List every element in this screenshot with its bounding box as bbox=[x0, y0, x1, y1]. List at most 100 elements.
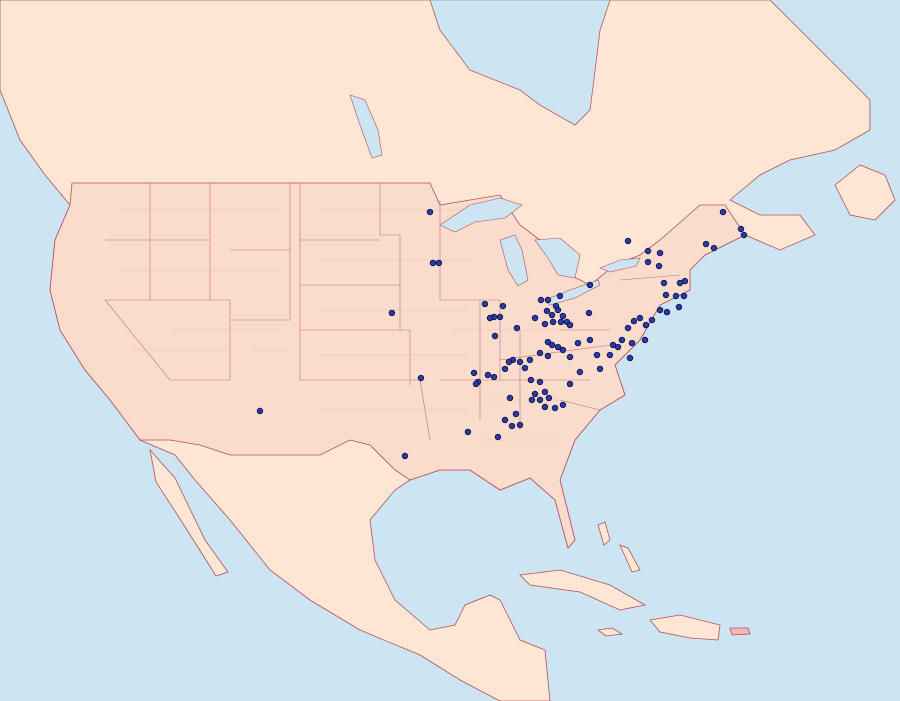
occurrence-dot bbox=[531, 390, 539, 398]
occurrence-dot bbox=[554, 343, 562, 351]
occurrence-dot bbox=[541, 403, 549, 411]
baja-california bbox=[149, 448, 229, 577]
occurrence-dot bbox=[648, 316, 656, 324]
occurrence-dot bbox=[545, 394, 553, 402]
occurrence-dot bbox=[618, 336, 626, 344]
occurrence-dot bbox=[513, 324, 521, 332]
occurrence-dot bbox=[486, 314, 494, 322]
occurrence-dot bbox=[506, 394, 514, 402]
occurrence-dot bbox=[499, 302, 507, 310]
occurrence-dot bbox=[586, 281, 594, 289]
occurrence-dot bbox=[596, 365, 604, 373]
occurrence-dot bbox=[549, 318, 557, 326]
occurrence-dot bbox=[472, 380, 480, 388]
occurrence-dot bbox=[681, 277, 689, 285]
occurrence-dot bbox=[256, 407, 264, 415]
occurrence-dot bbox=[496, 313, 504, 321]
occurrence-dot bbox=[526, 356, 534, 364]
occurrence-dot bbox=[672, 292, 680, 300]
lake-michigan bbox=[499, 234, 529, 287]
occurrence-dot bbox=[508, 422, 516, 430]
hudson-bay bbox=[429, 0, 611, 126]
occurrence-dot bbox=[576, 368, 584, 376]
occurrence-dot bbox=[417, 374, 425, 382]
occurrence-dot bbox=[566, 353, 574, 361]
occurrence-dot bbox=[544, 296, 552, 304]
occurrence-dot bbox=[541, 388, 549, 396]
occurrence-dot bbox=[737, 225, 745, 233]
occurrence-dot bbox=[490, 373, 498, 381]
occurrence-points bbox=[256, 208, 748, 460]
occurrence-dot bbox=[537, 296, 545, 304]
occurrence-dot bbox=[663, 308, 671, 316]
occurrence-dot bbox=[660, 279, 668, 287]
jamaica bbox=[596, 627, 624, 637]
occurrence-dot bbox=[557, 318, 565, 326]
occurrence-dot bbox=[505, 358, 513, 366]
occurrence-dot bbox=[593, 351, 601, 359]
occurrence-dot bbox=[426, 208, 434, 216]
occurrence-dot bbox=[626, 354, 634, 362]
occurrence-dot bbox=[521, 364, 529, 372]
occurrence-dot bbox=[656, 306, 664, 314]
bahamas bbox=[597, 521, 641, 573]
occurrence-dot bbox=[501, 416, 509, 424]
occurrence-dot bbox=[624, 237, 632, 245]
occurrence-dot bbox=[559, 312, 567, 320]
occurrence-dot bbox=[435, 259, 443, 267]
occurrence-dot bbox=[536, 396, 544, 404]
occurrence-dot bbox=[388, 309, 396, 317]
occurrence-dot bbox=[491, 332, 499, 340]
lake-superior bbox=[439, 197, 523, 233]
occurrence-dot bbox=[644, 258, 652, 266]
occurrence-dot bbox=[642, 321, 650, 329]
occurrence-dot bbox=[516, 358, 524, 366]
occurrence-dot bbox=[710, 244, 718, 252]
lake-ontario bbox=[599, 257, 641, 273]
occurrence-dot bbox=[574, 339, 582, 347]
lake-huron bbox=[534, 237, 581, 279]
occurrence-dot bbox=[512, 410, 520, 418]
newfoundland bbox=[834, 164, 896, 221]
lake-winnipeg bbox=[349, 94, 383, 159]
occurrence-dot bbox=[628, 339, 636, 347]
occurrence-dot bbox=[656, 249, 664, 257]
occurrence-dot bbox=[680, 292, 688, 300]
occurrence-dot bbox=[543, 307, 551, 315]
occurrence-dot bbox=[470, 369, 478, 377]
occurrence-dot bbox=[551, 404, 559, 412]
occurrence-dot bbox=[559, 401, 567, 409]
occurrence-dot bbox=[630, 317, 638, 325]
occurrence-dot bbox=[536, 378, 544, 386]
occurrence-dot bbox=[641, 336, 649, 344]
occurrence-dot bbox=[719, 208, 727, 216]
occurrence-dot bbox=[548, 341, 556, 349]
occurrence-dot bbox=[501, 365, 509, 373]
occurrence-dot bbox=[662, 291, 670, 299]
puerto-rico bbox=[729, 627, 751, 636]
occurrence-dot bbox=[566, 380, 574, 388]
occurrence-dot bbox=[675, 303, 683, 311]
occurrence-dot bbox=[554, 306, 562, 314]
caribbean-islands bbox=[519, 521, 751, 641]
occurrence-dot bbox=[481, 300, 489, 308]
occurrence-dot bbox=[644, 247, 652, 255]
occurrence-dot bbox=[566, 321, 574, 329]
occurrence-dot bbox=[494, 433, 502, 441]
occurrence-dot bbox=[544, 352, 552, 360]
occurrence-dot bbox=[586, 336, 594, 344]
occurrence-dot bbox=[559, 346, 567, 354]
hispaniola bbox=[649, 614, 721, 641]
occurrence-dot bbox=[531, 314, 539, 322]
occurrence-dot bbox=[527, 376, 535, 384]
occurrence-dot bbox=[484, 371, 492, 379]
occurrence-dot bbox=[528, 396, 536, 404]
occurrence-dot bbox=[516, 421, 524, 429]
occurrence-dot bbox=[429, 259, 437, 267]
occurrence-dot bbox=[464, 428, 472, 436]
occurrence-dot bbox=[401, 452, 409, 460]
cuba bbox=[519, 569, 647, 611]
occurrence-dot bbox=[636, 314, 644, 322]
occurrence-dot bbox=[702, 240, 710, 248]
